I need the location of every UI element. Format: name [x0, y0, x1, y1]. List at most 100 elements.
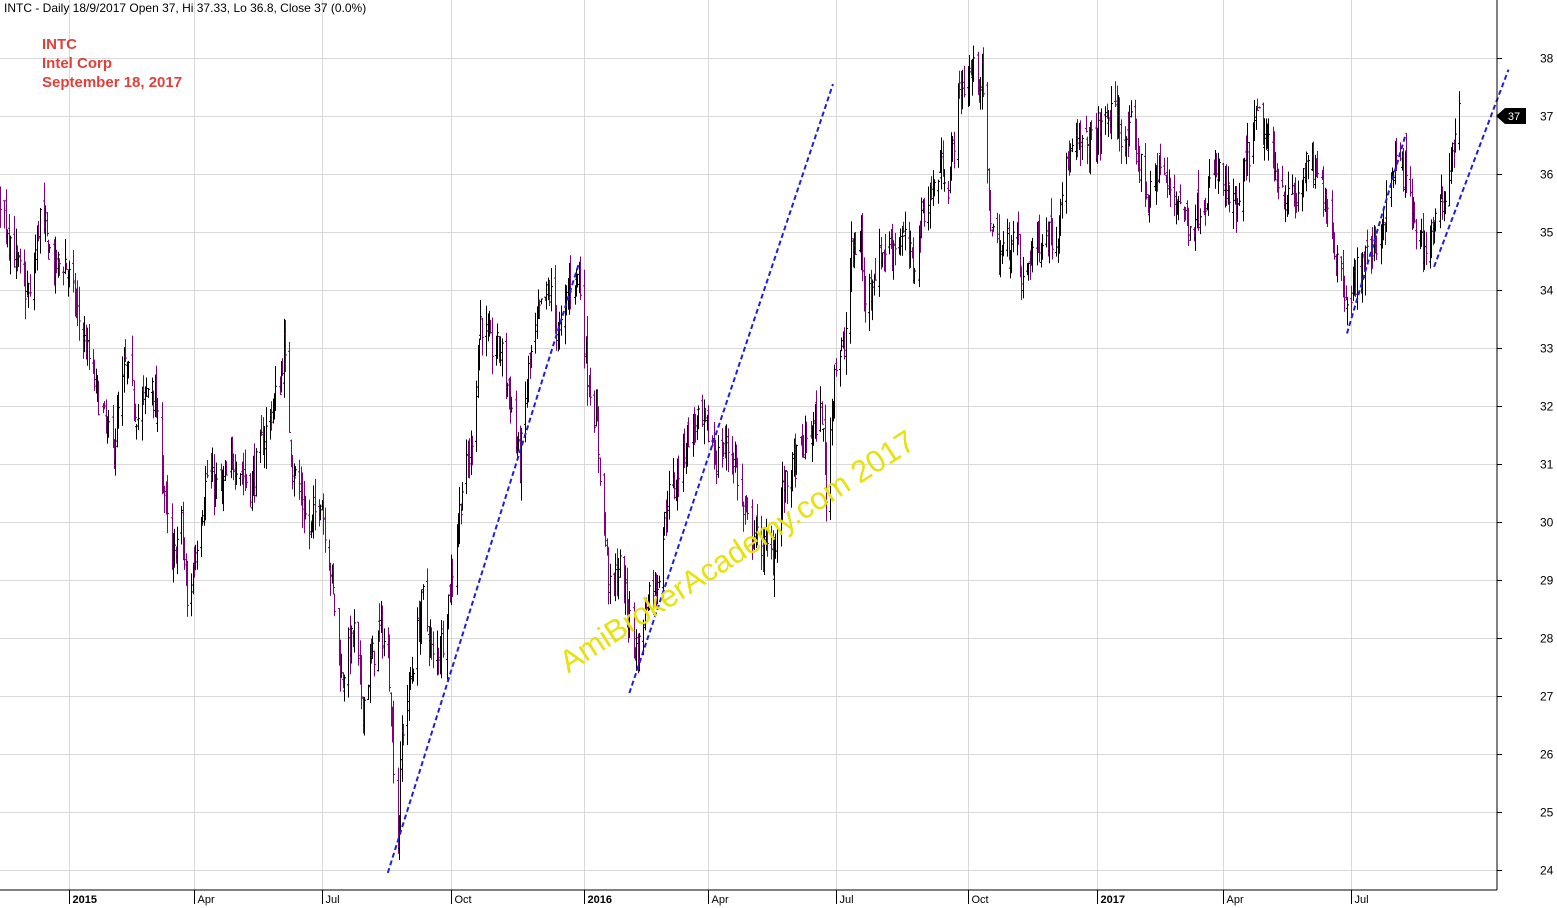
ohlc-bar [609, 563, 612, 604]
ohlc-bar [64, 239, 67, 275]
ohlc-bar [961, 69, 964, 110]
ohlc-bar [1263, 118, 1266, 161]
chart-header: INTC - Daily 18/9/2017 Open 37, Hi 37.33… [4, 1, 367, 15]
ohlc-bar [1232, 178, 1235, 229]
ohlc-bar [388, 634, 391, 692]
ohlc-bar [0, 186, 2, 228]
ohlc-bar [999, 240, 1002, 278]
ohlc-bar [281, 358, 284, 377]
ohlc-bar [579, 256, 582, 300]
ohlc-bar [1354, 260, 1357, 298]
ohlc-bar [1159, 143, 1162, 176]
ohlc-bar [357, 621, 360, 666]
price-tick-label: 27 [1540, 690, 1554, 704]
ohlc-bar [232, 453, 235, 481]
ohlc-bar [992, 223, 995, 231]
ohlc-bar [861, 213, 864, 282]
ohlc-bar [1204, 197, 1207, 226]
ohlc-bar [1038, 214, 1041, 263]
ohlc-bar [717, 435, 720, 478]
ohlc-bar [1225, 164, 1228, 206]
ohlc-bar [298, 459, 301, 500]
ohlc-bar [68, 260, 71, 288]
ohlc-bar [763, 526, 766, 575]
ohlc-bar [583, 269, 586, 369]
ohlc-bar [963, 65, 966, 98]
ohlc-bar [249, 473, 252, 508]
ohlc-bar [333, 593, 336, 617]
ohlc-bar [301, 472, 304, 529]
time-tick-label: Apr [1227, 894, 1244, 906]
ohlc-bar [888, 231, 891, 255]
ohlc-bar [909, 230, 912, 268]
ohlc-bar [968, 55, 971, 107]
ohlc-bar [135, 424, 138, 440]
ohlc-bar [468, 438, 471, 479]
ohlc-bar [545, 281, 548, 310]
ohlc-bar [1312, 141, 1315, 189]
ohlc-bar [930, 176, 933, 201]
ohlc-bar [1444, 191, 1447, 215]
ohlc-bar [1020, 267, 1023, 301]
price-tick-label: 36 [1540, 168, 1554, 182]
ohlc-bar [24, 261, 27, 320]
ohlc-bar [721, 428, 724, 468]
ohlc-bar [206, 459, 209, 479]
ohlc-bar [673, 472, 676, 500]
ohlc-bar [607, 547, 610, 605]
ohlc-bar [850, 221, 853, 293]
ohlc-bar [1189, 226, 1192, 241]
ohlc-bar [19, 248, 22, 274]
ohlc-bar [479, 299, 482, 340]
ohlc-bar [527, 355, 530, 403]
ohlc-bar [589, 367, 592, 406]
ohlc-bar [662, 527, 665, 602]
ohlc-bar [1029, 250, 1032, 281]
ohlc-bar [147, 388, 150, 398]
ohlc-bar [451, 558, 454, 597]
ohlc-bar [47, 239, 50, 260]
ohlc-bar [253, 443, 256, 503]
ohlc-bar [894, 232, 897, 266]
ohlc-bar [1322, 166, 1325, 217]
ohlc-bar [166, 475, 169, 534]
last-price-marker: 37 [1496, 108, 1526, 124]
ohlc-bar [1022, 256, 1025, 299]
ohlc-bar [1336, 244, 1339, 283]
ohlc-bar [121, 356, 124, 426]
ohlc-bar [902, 221, 905, 234]
ohlc-bar [340, 653, 343, 678]
ohlc-bar [1409, 166, 1412, 197]
ohlc-bar [548, 279, 551, 307]
ohlc-bar [381, 605, 384, 659]
ohlc-bar [54, 236, 57, 294]
ohlc-bar [784, 470, 787, 503]
ohlc-bar [904, 211, 907, 251]
ohlc-bar [1027, 262, 1030, 281]
ohlc-bar [617, 558, 620, 600]
ohlc-bar [1395, 137, 1398, 171]
ohlc-bar [173, 528, 176, 568]
ohlc-bar [958, 70, 961, 99]
ohlc-bar [416, 607, 419, 686]
time-tick-label: 2015 [73, 894, 97, 906]
ohlc-bar [722, 442, 725, 457]
ohlc-bar [1110, 86, 1113, 140]
ohlc-bars [0, 45, 1461, 861]
ohlc-bar [892, 240, 895, 280]
ohlc-bar [663, 511, 666, 536]
trendline [1346, 133, 1407, 334]
ohlc-bar [329, 562, 332, 596]
ohlc-bar [510, 396, 513, 413]
ohlc-bar [1120, 119, 1123, 164]
ohlc-bar [704, 407, 707, 423]
ohlc-bar [822, 428, 825, 442]
ohlc-bar [196, 540, 199, 570]
ohlc-bar [1302, 167, 1305, 198]
ohlc-bar [947, 180, 950, 205]
ohlc-bar [39, 207, 42, 254]
ohlc-bar [741, 463, 744, 507]
ohlc-bar [420, 589, 423, 645]
ohlc-bar [6, 229, 9, 248]
trendline [1433, 69, 1510, 268]
